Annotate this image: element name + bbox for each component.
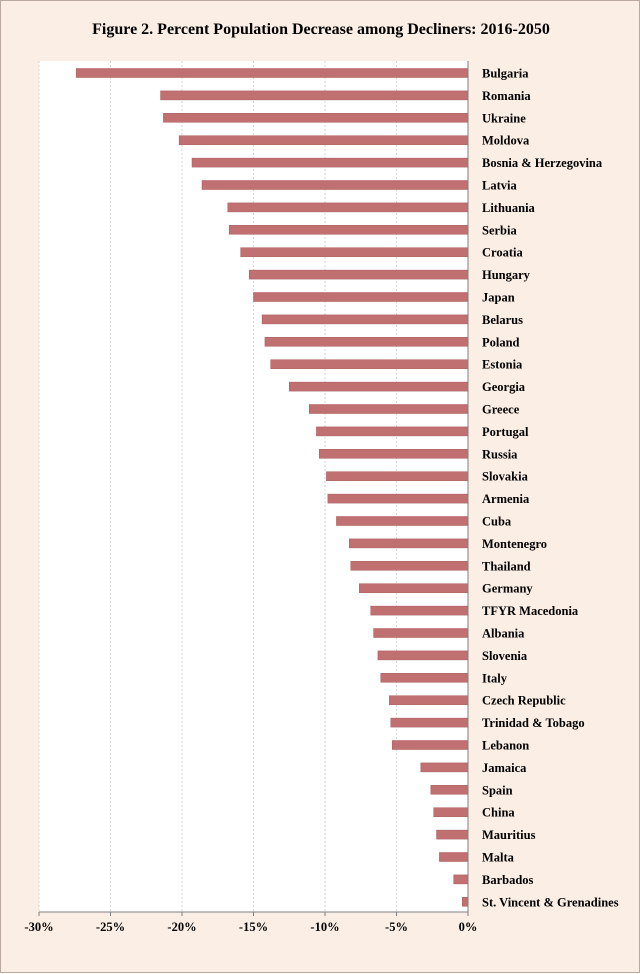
- category-label-2: Ukraine: [482, 111, 526, 125]
- category-label-8: Croatia: [482, 246, 523, 260]
- bar-11: [261, 314, 469, 325]
- x-tick-label-5: -5%: [385, 920, 408, 934]
- x-tick-label-2: -20%: [167, 920, 196, 934]
- category-label-13: Estonia: [482, 358, 523, 372]
- bar-1: [160, 90, 469, 101]
- bar-15: [309, 404, 469, 414]
- category-label-25: Albania: [482, 627, 525, 641]
- category-label-9: Hungary: [482, 268, 531, 282]
- bar-7: [228, 225, 469, 235]
- bar-33: [433, 807, 469, 817]
- category-label-3: Moldova: [482, 134, 530, 148]
- category-label-17: Russia: [482, 447, 518, 461]
- category-label-24: TFYR Macedonia: [482, 604, 579, 618]
- category-label-16: Portugal: [482, 425, 529, 439]
- category-label-28: Czech Republic: [482, 694, 566, 708]
- bar-19: [327, 493, 469, 504]
- bar-28: [389, 695, 469, 705]
- bar-22: [350, 561, 469, 571]
- category-label-20: Cuba: [482, 515, 512, 529]
- bar-2: [163, 113, 469, 123]
- bar-9: [248, 269, 469, 280]
- category-label-26: Slovenia: [482, 649, 528, 663]
- bar-10: [253, 292, 469, 302]
- category-label-27: Italy: [482, 671, 508, 685]
- bar-36: [453, 874, 469, 885]
- bar-3: [178, 135, 469, 145]
- category-label-32: Spain: [482, 783, 513, 797]
- category-labels: Bulgaria Romania Ukraine Moldova Bosnia & He…: [482, 67, 619, 910]
- bar-8: [240, 247, 469, 257]
- bar-18: [326, 471, 469, 481]
- bar-21: [349, 538, 469, 549]
- category-label-37: St. Vincent & Grenadines: [482, 895, 619, 909]
- bar-26: [377, 650, 469, 661]
- x-tick-label-0: -30%: [24, 920, 53, 934]
- bar-17: [319, 449, 469, 459]
- x-axis: -30% -25% -20% -15% -10% -5% 0%: [24, 61, 477, 934]
- bar-6: [227, 202, 469, 213]
- bar-30: [391, 740, 469, 750]
- category-label-11: Belarus: [482, 313, 523, 327]
- bar-13: [270, 359, 469, 369]
- category-label-18: Slovakia: [482, 470, 529, 484]
- category-label-15: Greece: [482, 403, 520, 417]
- bar-34: [436, 829, 469, 840]
- bar-35: [439, 852, 469, 862]
- category-label-34: Mauritius: [482, 828, 536, 842]
- bar-24: [370, 605, 469, 616]
- category-label-35: Malta: [482, 851, 515, 865]
- category-label-7: Serbia: [482, 223, 517, 237]
- bar-16: [316, 426, 469, 437]
- bar-29: [390, 717, 469, 728]
- category-label-29: Trinidad & Tobago: [482, 716, 585, 730]
- category-label-36: Barbados: [482, 873, 534, 887]
- category-label-1: Romania: [482, 89, 531, 103]
- x-tick-label-4: -10%: [310, 920, 339, 934]
- category-label-12: Poland: [482, 335, 520, 349]
- category-label-22: Thailand: [482, 559, 531, 573]
- bar-32: [430, 785, 469, 795]
- category-label-19: Armenia: [482, 492, 530, 506]
- bar-37: [462, 897, 469, 907]
- category-label-30: Lebanon: [482, 739, 529, 753]
- x-tick-label-1: -25%: [96, 920, 125, 934]
- category-label-5: Latvia: [482, 179, 517, 193]
- category-label-21: Montenegro: [482, 537, 547, 551]
- category-label-23: Germany: [482, 582, 533, 596]
- category-label-0: Bulgaria: [482, 67, 529, 81]
- x-tick-label-3: -15%: [239, 920, 268, 934]
- bar-25: [373, 628, 469, 638]
- bars: [75, 68, 469, 907]
- bar-0: [75, 68, 469, 78]
- bar-5: [201, 180, 469, 190]
- chart-title: Figure 2. Percent Population Decrease am…: [92, 21, 550, 38]
- category-label-4: Bosnia & Herzegovina: [482, 156, 603, 170]
- bar-31: [420, 762, 469, 773]
- bar-4: [191, 157, 469, 168]
- category-label-14: Georgia: [482, 380, 526, 394]
- category-label-10: Japan: [482, 291, 515, 305]
- category-label-33: China: [482, 806, 515, 820]
- category-label-6: Lithuania: [482, 201, 536, 215]
- category-label-31: Jamaica: [482, 761, 527, 775]
- bar-14: [289, 381, 469, 392]
- bar-23: [359, 583, 469, 593]
- x-tick-label-6: 0%: [459, 920, 478, 934]
- bar-20: [336, 516, 469, 526]
- bar-27: [380, 673, 469, 683]
- bar-12: [264, 337, 469, 347]
